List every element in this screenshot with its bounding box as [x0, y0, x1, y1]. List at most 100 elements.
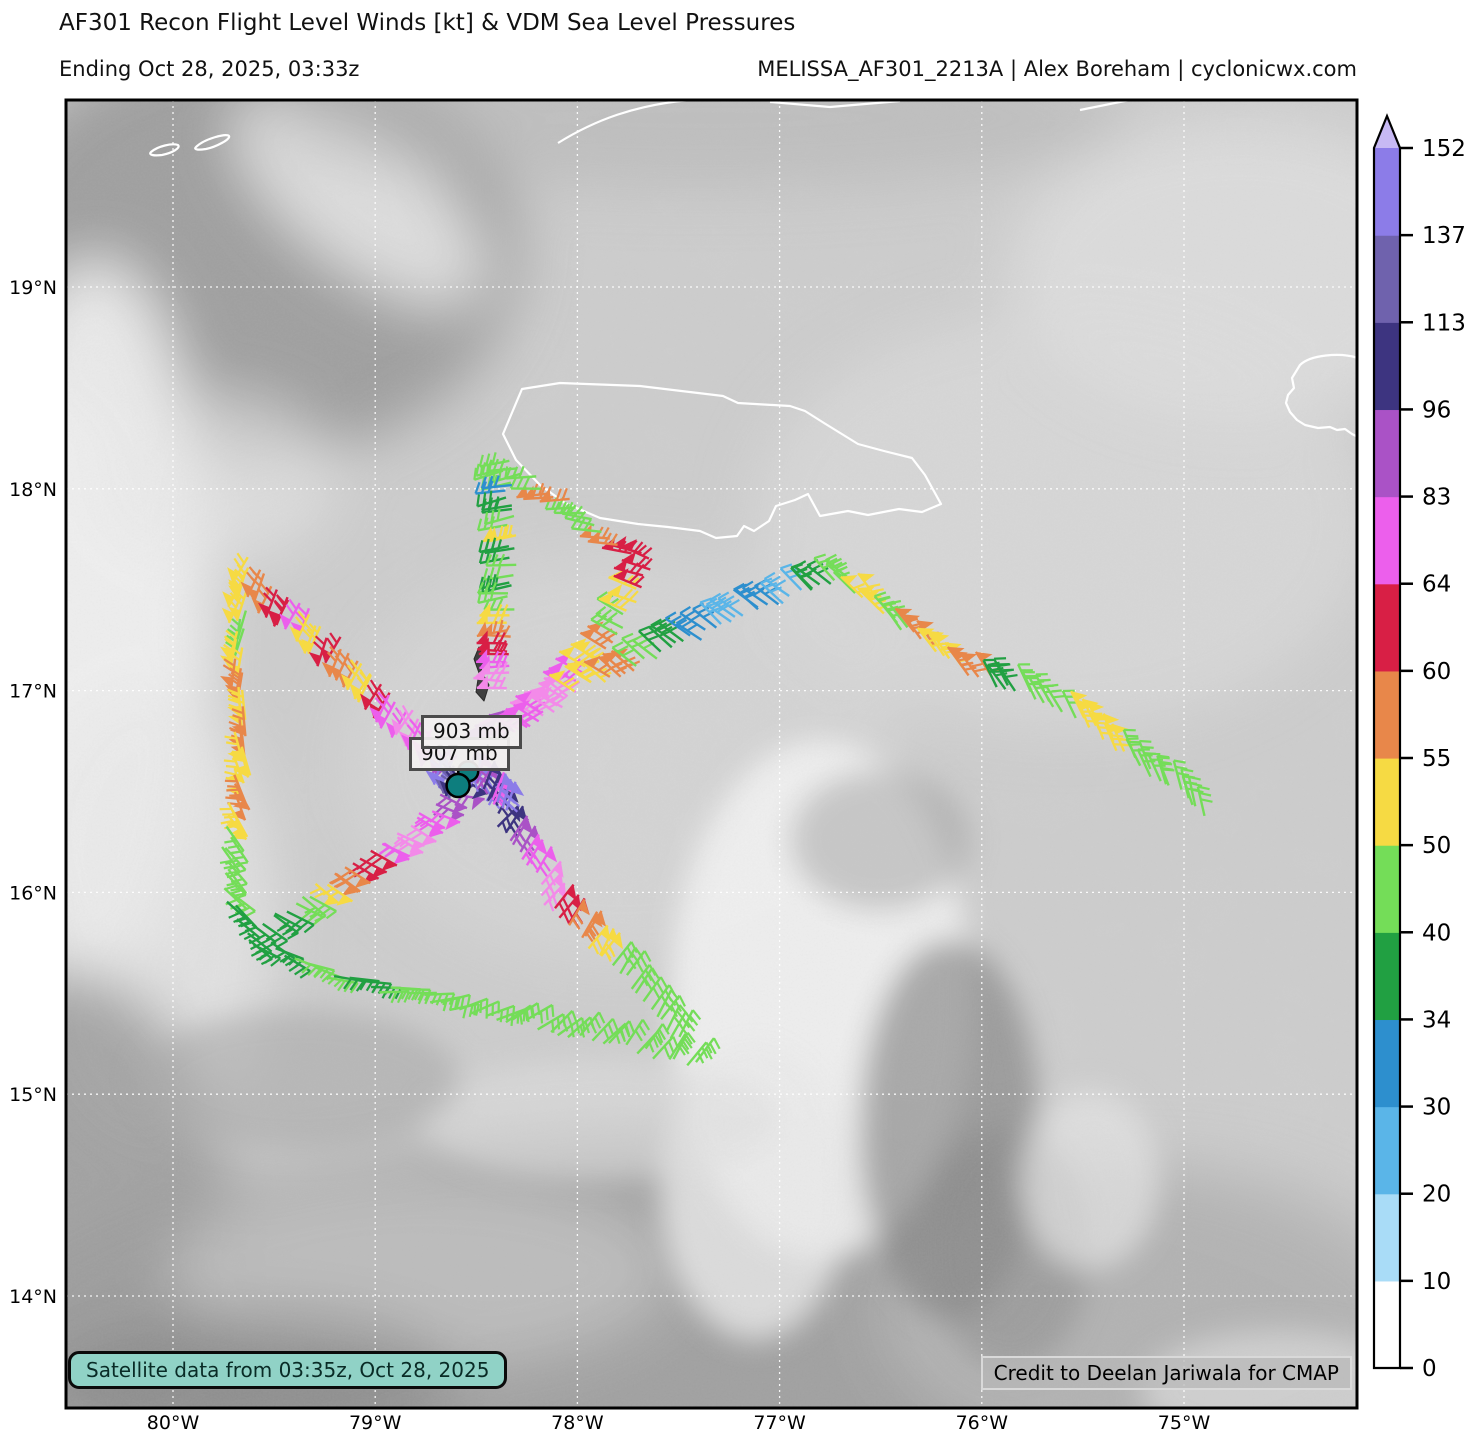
wind-barb-staff [233, 782, 251, 811]
wind-barb-feather [960, 661, 974, 666]
colorbar-tick-label: 64 [1422, 572, 1451, 598]
wind-barb-feather [608, 945, 616, 958]
wind-barb-staff [652, 1035, 675, 1060]
wind-barb-staff [477, 523, 508, 532]
y-tick-label: 14°N [9, 1286, 57, 1308]
wind-barb-feather [628, 539, 638, 551]
wind-barb-feather [224, 770, 237, 776]
wind-barb-feather [273, 601, 283, 613]
wind-barb-staff [237, 695, 243, 726]
wind-barb-feather [1162, 768, 1175, 772]
wind-barb-feather [626, 946, 634, 959]
wind-barb [481, 499, 513, 514]
wind-barb-feather [492, 458, 499, 471]
wind-barb-pennant [279, 613, 291, 630]
wind-barb-feather [295, 616, 305, 627]
wind-barb-feather [601, 526, 610, 539]
wind-barb-feather [359, 668, 368, 681]
wind-barb-pennant [258, 602, 270, 618]
wind-barb-feather [539, 1011, 544, 1024]
wind-barb-staff [1111, 723, 1126, 752]
wind-barb-feather [699, 597, 712, 604]
wind-barb-staff [648, 626, 673, 649]
wind-barb-feather [1190, 782, 1203, 787]
wind-barb-feather [474, 481, 481, 494]
wind-barb-pennant [531, 684, 548, 696]
wind-barb-pennant [1071, 691, 1088, 701]
wind-barb-pennant [251, 597, 263, 614]
wind-barb-staff [650, 624, 677, 644]
wind-barb-feather [577, 518, 586, 530]
wind-barb [360, 679, 383, 711]
wind-barb-feather [590, 611, 602, 621]
wind-barb-feather [230, 671, 242, 681]
wind-barb [267, 595, 290, 627]
wind-barb-feather [223, 643, 235, 653]
wind-barb-feather [686, 1020, 696, 1032]
wind-barb-feather [667, 1040, 675, 1053]
wind-barb-feather [1191, 788, 1204, 794]
wind-barb-feather [816, 567, 829, 575]
wind-barb-staff [540, 872, 563, 897]
colorbar-tick-label: 137 [1422, 223, 1466, 249]
wind-barb-feather [686, 1032, 696, 1044]
wind-barb-feather [691, 1009, 702, 1021]
colorbar-segment [1374, 235, 1400, 323]
wind-barb-feather [485, 575, 491, 588]
colorbar-tick-label: 60 [1422, 659, 1451, 685]
wind-barb-staff [888, 602, 909, 629]
wind-barb-pennant [476, 649, 488, 662]
wind-barb-staff [431, 810, 461, 824]
wind-barb-feather [356, 673, 365, 686]
wind-barb-feather [555, 695, 567, 705]
wind-barb [579, 1011, 606, 1037]
wind-barb-pennant [917, 620, 934, 630]
wind-barb-feather [574, 505, 583, 517]
wind-barb-pennant [349, 682, 361, 699]
wind-barb [584, 910, 607, 941]
wind-barb-feather [532, 710, 544, 719]
wind-barb-feather [487, 460, 493, 473]
wind-barb-feather [583, 519, 592, 531]
wind-barb-feather [589, 1021, 598, 1034]
wind-barb-staff [516, 492, 547, 499]
wind-barb-feather [343, 981, 353, 993]
wind-barb-feather [489, 598, 497, 611]
wind-barb-feather [709, 592, 722, 601]
wind-barb [678, 1009, 702, 1038]
wind-barb-pennant [858, 573, 875, 583]
wind-barb-pennant [360, 693, 371, 710]
wind-barb-feather [406, 828, 418, 837]
wind-barb-feather [628, 577, 640, 587]
wind-barb-feather [601, 608, 612, 619]
wind-barb-feather [325, 910, 337, 920]
wind-barb-staff [496, 1008, 526, 1022]
wind-barb-feather [628, 573, 640, 584]
wind-barb-feather [495, 566, 501, 579]
wind-barb-feather [369, 679, 379, 691]
wind-barb-pennant [507, 787, 519, 803]
wind-barb-feather [664, 1001, 674, 1012]
wind-barb-feather [838, 571, 851, 578]
wind-barb [340, 866, 372, 889]
wind-barb-feather [713, 1037, 721, 1050]
wind-barb-feather [518, 465, 525, 478]
wind-barb-staff [484, 514, 515, 526]
wind-barb-staff [600, 932, 621, 957]
wind-barb-feather [270, 957, 282, 967]
wind-barb-staff [505, 781, 517, 811]
wind-barb-pennant [578, 899, 590, 916]
wind-barb-feather [611, 1018, 619, 1031]
colorbar-segment [1374, 758, 1400, 846]
wind-barb-feather [383, 697, 393, 709]
wind-barb-pennant [613, 932, 624, 950]
wind-barb-pennant [391, 718, 402, 735]
colorbar-segment [1374, 1019, 1400, 1108]
wind-barb-feather [301, 628, 312, 639]
wind-barb-feather [343, 978, 352, 990]
wind-barb-feather [225, 859, 238, 866]
wind-barb-pennant [549, 670, 566, 681]
wind-barb [509, 477, 541, 490]
wind-barb [598, 591, 630, 612]
wind-barb-feather [628, 590, 639, 601]
